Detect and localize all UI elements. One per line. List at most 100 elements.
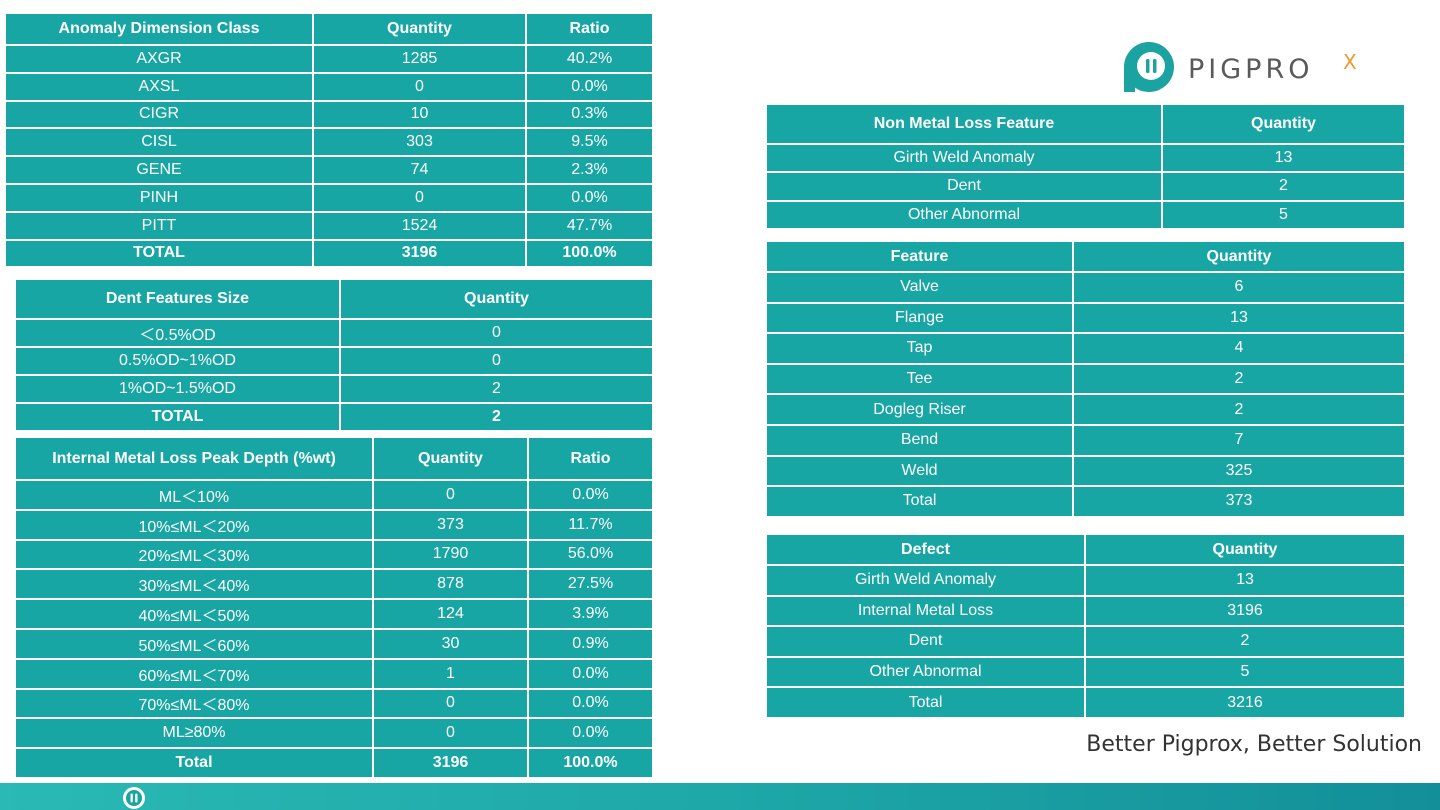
table-header-row: Anomaly Dimension Class Quantity Ratio [4,12,654,46]
table-cell: GENE [4,155,314,185]
table-cell: 1524 [312,210,527,241]
table-cell: 303 [312,127,527,158]
table-cell: 1790 [372,538,529,571]
column-header: Ratio [527,436,654,481]
column-header: Quantity [372,436,529,481]
table-cell: 5 [1084,655,1406,689]
table-cell: 5 [1161,199,1406,230]
table-row: Girth Weld Anomaly 13 [765,564,1406,597]
table-cell: ML＜10% [14,479,374,511]
column-header: Quantity [312,12,527,46]
table-cell: 74 [312,155,527,185]
total-row: TOTAL 3196 100.0% [4,238,654,269]
table-cell: 20%≤ML＜30% [14,538,374,571]
nml-body: Non Metal Loss Feature Quantity Girth Weld… [765,103,1406,230]
table-cell: Dogleg Riser [765,393,1074,426]
table-cell: 47.7% [525,210,654,241]
dent-features-table: Dent Features Size Quantity ＜0.5%OD 0 0.5%OD… [14,278,654,432]
table-cell: 1 [372,657,529,690]
table-row: ML＜10% 0 0.0% [14,479,654,511]
table-row: AXSL 0 0.0% [4,71,654,102]
table-cell: 2 [1161,171,1406,202]
table-cell: 6 [1072,271,1406,304]
total-cell: 3196 [372,747,529,779]
table-cell: 10%≤ML＜20% [14,508,374,541]
column-header: Feature [765,240,1074,273]
pigprox-logo: PIGPRO X [1120,40,1370,96]
table-row: 50%≤ML＜60% 30 0.9% [14,627,654,660]
table-row: Tee 2 [765,362,1406,396]
iml-body: Internal Metal Loss Peak Depth (%wt) Quan… [14,436,654,779]
table-cell: 0.0% [527,657,654,690]
table-cell: 40.2% [525,44,654,74]
total-cell: 3196 [312,238,527,269]
table-cell: PITT [4,210,314,241]
total-cell: TOTAL [4,238,314,269]
table-row: 1%OD~1.5%OD 2 [14,374,654,404]
table-cell: PINH [4,182,314,213]
table-header-row: Defect Quantity [765,533,1406,566]
table-row: Tap 4 [765,332,1406,365]
table-cell: 0 [339,318,654,348]
table-cell: Tap [765,332,1074,365]
table-cell: 3216 [1084,686,1406,719]
table-cell: 0 [372,479,529,511]
table-cell: Total [765,686,1086,719]
table-cell: 325 [1072,454,1406,488]
table-cell: 3.9% [527,598,654,630]
table-header-row: Dent Features Size Quantity [14,278,654,320]
table-cell: Girth Weld Anomaly [765,142,1163,174]
table-row: PITT 1524 47.7% [4,210,654,241]
column-header: Non Metal Loss Feature [765,103,1163,145]
table-cell: 10 [312,99,527,130]
column-header: Quantity [1072,240,1406,273]
column-header: Ratio [525,12,654,46]
total-row: TOTAL 2 [14,402,654,432]
non-metal-loss-table: Non Metal Loss Feature Quantity Girth Weld… [765,103,1406,230]
total-cell: 2 [339,402,654,432]
table-cell: 1285 [312,44,527,74]
table-row: 60%≤ML＜70% 1 0.0% [14,657,654,690]
table-header-row: Non Metal Loss Feature Quantity [765,103,1406,145]
total-cell: TOTAL [14,402,341,432]
table-cell: 60%≤ML＜70% [14,657,374,690]
total-cell: Total [14,747,374,779]
table-cell: Flange [765,301,1074,335]
table-cell: 878 [372,568,529,601]
slogan: Better Pigprox, Better Solution [1086,732,1422,757]
total-row: Total 3196 100.0% [14,747,654,779]
table-cell: Valve [765,271,1074,304]
anomaly-dimension-table: Anomaly Dimension Class Quantity Ratio AXGR… [4,12,654,269]
table-cell: 13 [1084,564,1406,597]
table-cell: 0.0% [527,717,654,750]
table-row: GENE 74 2.3% [4,155,654,185]
table-cell: 2 [1072,393,1406,426]
table-row: ＜0.5%OD 0 [14,318,654,348]
table-cell: Girth Weld Anomaly [765,564,1086,597]
column-header: Anomaly Dimension Class [4,12,314,46]
table-row: CIGR 10 0.3% [4,99,654,130]
table-cell: 373 [372,508,529,541]
feature-table: Feature Quantity Valve 6 Flange 13 Tap 4 Tee 2 Dog… [765,240,1406,518]
table-row: Dent 2 [765,171,1406,202]
table-cell: CIGR [4,99,314,130]
table-cell: 2 [339,374,654,404]
table-cell: ＜0.5%OD [14,318,341,348]
table-cell: Total [765,485,1074,518]
table-row: 0.5%OD~1%OD 0 [14,346,654,376]
defect-body: Defect Quantity Girth Weld Anomaly 13 Intern… [765,533,1406,719]
table-cell: 0.0% [527,687,654,720]
table-row: CISL 303 9.5% [4,127,654,158]
total-cell: 100.0% [525,238,654,269]
table-cell: 2 [1072,362,1406,396]
table-cell: 30%≤ML＜40% [14,568,374,601]
table-row: Other Abnormal 5 [765,199,1406,230]
table-cell: Other Abnormal [765,199,1163,230]
table-cell: CISL [4,127,314,158]
table-cell: 0 [312,182,527,213]
table-cell: 13 [1161,142,1406,174]
pigprox-logo-icon [1124,42,1174,92]
table-cell: 0.0% [525,71,654,102]
table-row: 30%≤ML＜40% 878 27.5% [14,568,654,601]
table-cell: 7 [1072,423,1406,457]
